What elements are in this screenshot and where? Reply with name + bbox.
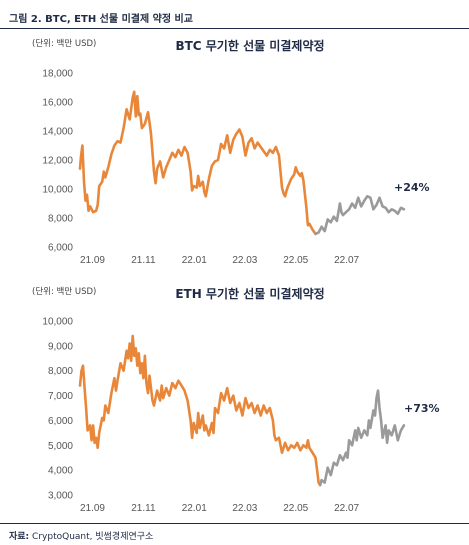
eth-unit-label: (단위: 백만 USD) — [32, 286, 96, 297]
source-text: CryptoQuant, 빗썸경제연구소 — [32, 532, 154, 542]
eth-y-tick-label: 3,000 — [48, 491, 73, 502]
eth-y-tick-label: 10,000 — [42, 317, 73, 328]
btc-chart-title: BTC 무기한 선물 미결제약정 — [175, 38, 324, 53]
btc-y-tick-label: 14,000 — [42, 127, 73, 138]
eth-y-tick-label: 5,000 — [48, 441, 73, 452]
btc-y-tick-label: 16,000 — [42, 98, 73, 109]
btc-x-tick-label: 21.09 — [80, 255, 105, 266]
btc-x-tick-label: 21.11 — [131, 255, 156, 266]
eth-y-tick-label: 7,000 — [48, 391, 73, 402]
btc-y-tick-label: 6,000 — [48, 243, 73, 254]
eth-change-annotation: +73% — [404, 402, 440, 415]
btc-x-tick-label: 22.03 — [232, 255, 257, 266]
btc-unit-label: (단위: 백만 USD) — [32, 38, 96, 49]
btc-chart: (단위: 백만 USD) BTC 무기한 선물 미결제약정 6,000 8,000 10… — [32, 38, 430, 266]
figure-title: 그림 2. BTC, ETH 선물 미결제 약정 비교 — [9, 14, 193, 25]
eth-chart-title: ETH 무기한 선물 미결제약정 — [175, 286, 324, 301]
btc-y-tick-label: 8,000 — [48, 214, 73, 225]
source-label: 자료: — [9, 532, 30, 542]
eth-chart: (단위: 백만 USD) ETH 무기한 선물 미결제약정 3,000 4,000 5,… — [32, 286, 440, 514]
eth-x-tick-label: 22.05 — [283, 503, 308, 514]
btc-y-tick-label: 18,000 — [42, 69, 73, 80]
btc-series-past-line — [78, 90, 317, 236]
eth-x-tick-label: 22.03 — [232, 503, 257, 514]
btc-y-tick-label: 12,000 — [42, 156, 73, 167]
btc-y-tick-label: 10,000 — [42, 185, 73, 196]
eth-y-tick-label: 8,000 — [48, 366, 73, 377]
source-note: 자료: CryptoQuant, 빗썸경제연구소 — [9, 529, 153, 542]
eth-series-past-line — [78, 334, 322, 487]
btc-x-tick-label: 22.05 — [283, 255, 308, 266]
eth-x-tick-label: 22.07 — [334, 503, 359, 514]
eth-y-tick-label: 9,000 — [48, 341, 73, 352]
btc-series-recent-line — [314, 195, 406, 236]
eth-x-tick-label: 21.09 — [80, 503, 105, 514]
bottom-rule — [0, 523, 469, 524]
eth-y-tick-label: 4,000 — [48, 466, 73, 477]
top-rule — [0, 28, 469, 29]
eth-x-tick-label: 21.11 — [131, 503, 156, 514]
btc-x-tick-label: 22.01 — [182, 255, 207, 266]
eth-y-tick-label: 6,000 — [48, 416, 73, 427]
btc-x-tick-label: 22.07 — [334, 255, 359, 266]
eth-x-tick-label: 22.01 — [182, 503, 207, 514]
eth-series-recent-line — [318, 389, 406, 487]
btc-change-annotation: +24% — [394, 181, 430, 194]
